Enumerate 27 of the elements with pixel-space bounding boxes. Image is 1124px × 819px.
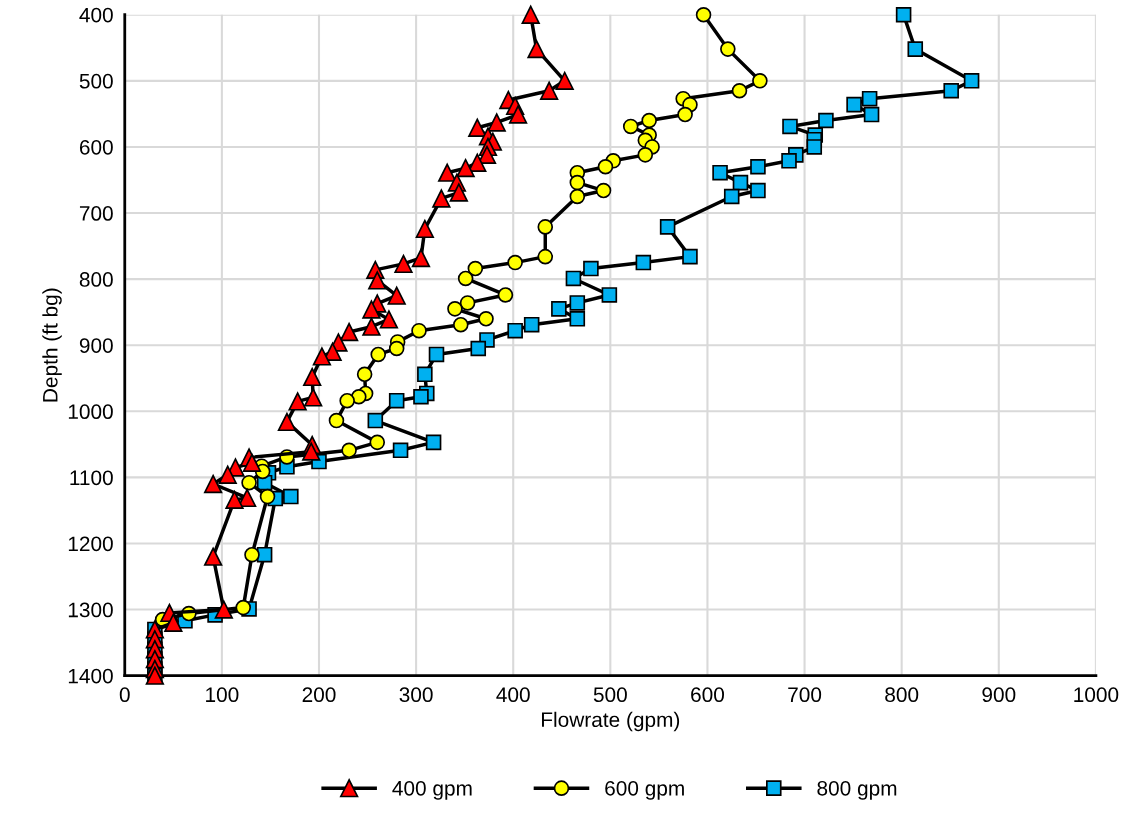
x-tick-label: 1000 [1074,687,1119,703]
x-tick-label: 200 [302,687,336,703]
y-tick-label: 700 [79,206,113,221]
y-tick-label: 900 [79,338,113,353]
x-tick-label: 800 [885,687,919,703]
x-tick-label: 700 [788,687,822,703]
y-tick-label: 1300 [68,602,113,618]
y-tick-label: 1200 [68,536,113,552]
y-tick-label: 1400 [68,668,113,684]
y-axis-title: Depth (ft bg) [42,288,62,402]
x-tick-label: 400 [496,687,530,703]
y-tick-label: 400 [79,7,113,23]
legend-label: 600 gpm [605,780,684,800]
y-tick-label: 600 [79,139,113,155]
y-tick-label: 800 [79,272,113,287]
x-tick-label: 900 [982,687,1016,703]
x-tick-label: 0 [119,687,130,703]
legend-label: 400 gpm [392,780,472,800]
y-tick-label: 1000 [68,404,113,420]
x-axis-title: Flowrate (gpm) [542,711,680,732]
x-tick-label: 300 [399,687,433,703]
x-tick-label: 500 [593,687,627,703]
y-tick-label: 1100 [70,470,113,486]
x-tick-label: 100 [206,687,239,703]
legend-label: 800 gpm [817,780,897,800]
x-tick-label: 600 [691,687,725,703]
y-tick-label: 500 [79,73,113,89]
